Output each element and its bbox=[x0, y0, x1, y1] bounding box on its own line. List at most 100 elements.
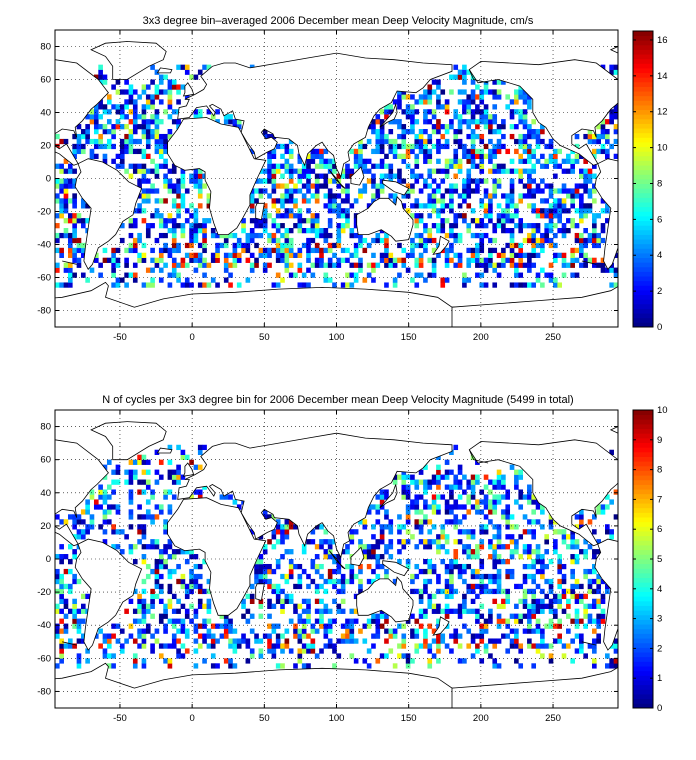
data-bin bbox=[145, 509, 151, 515]
data-bin bbox=[518, 173, 524, 179]
data-bin bbox=[119, 124, 125, 130]
data-bin bbox=[392, 119, 398, 125]
data-bin bbox=[353, 242, 359, 249]
data-bin bbox=[366, 272, 372, 278]
data-bin bbox=[371, 267, 376, 273]
data-bin bbox=[522, 158, 528, 164]
data-bin bbox=[72, 578, 77, 585]
data-bin bbox=[167, 178, 173, 184]
data-bin bbox=[466, 529, 472, 535]
data-bin bbox=[93, 504, 99, 510]
data-bin bbox=[397, 643, 402, 649]
data-bin bbox=[67, 247, 73, 254]
data-bin bbox=[466, 257, 472, 263]
data-bin bbox=[280, 588, 285, 595]
colorbar-swatch bbox=[633, 211, 653, 217]
coastline bbox=[382, 179, 410, 196]
data-bin bbox=[301, 623, 307, 629]
data-bin bbox=[375, 573, 381, 580]
data-bin bbox=[150, 79, 155, 85]
data-bin bbox=[275, 529, 281, 535]
data-bin bbox=[557, 529, 562, 535]
data-bin bbox=[154, 262, 160, 268]
data-bin bbox=[596, 504, 601, 510]
data-bin bbox=[72, 549, 77, 555]
data-bin bbox=[496, 544, 502, 550]
data-bin bbox=[323, 549, 329, 555]
colorbar-swatch bbox=[633, 285, 653, 291]
data-bin bbox=[531, 509, 537, 515]
data-bin bbox=[297, 578, 303, 585]
data-bin bbox=[293, 183, 298, 189]
data-bin bbox=[518, 474, 524, 480]
data-bin bbox=[557, 578, 562, 585]
data-bin bbox=[518, 193, 524, 199]
data-bin bbox=[128, 544, 134, 550]
data-bin bbox=[453, 479, 459, 485]
data-bin bbox=[423, 504, 428, 510]
data-bin bbox=[345, 163, 350, 169]
data-bin bbox=[427, 663, 433, 669]
coastline bbox=[156, 447, 173, 454]
data-bin bbox=[288, 208, 294, 214]
data-bin bbox=[128, 499, 134, 505]
data-bin bbox=[167, 663, 173, 669]
data-bin bbox=[314, 183, 320, 189]
data-bin bbox=[137, 237, 142, 244]
data-bin bbox=[405, 539, 411, 545]
data-bin bbox=[548, 242, 554, 249]
data-bin bbox=[496, 529, 502, 535]
data-bin bbox=[314, 242, 320, 249]
data-bin bbox=[527, 193, 532, 199]
data-bin bbox=[306, 218, 311, 224]
data-bin bbox=[600, 262, 606, 268]
data-bin bbox=[284, 578, 290, 585]
data-bin bbox=[522, 252, 528, 258]
data-bin bbox=[332, 262, 337, 268]
data-bin bbox=[145, 479, 151, 485]
data-bin bbox=[167, 573, 173, 580]
data-bin bbox=[527, 133, 532, 140]
data-bin bbox=[574, 613, 580, 619]
data-bin bbox=[605, 203, 610, 209]
data-bin bbox=[106, 138, 112, 145]
data-bin bbox=[280, 163, 285, 169]
data-bin bbox=[345, 188, 350, 194]
data-bin bbox=[531, 237, 537, 244]
colorbar-swatch bbox=[633, 49, 653, 55]
data-bin bbox=[535, 188, 541, 194]
data-bin bbox=[514, 613, 519, 619]
data-bin bbox=[570, 193, 575, 199]
data-bin bbox=[115, 479, 121, 485]
data-bin bbox=[102, 494, 108, 500]
coastline bbox=[468, 449, 489, 464]
data-bin bbox=[262, 208, 268, 214]
data-bin bbox=[206, 198, 212, 204]
data-bin bbox=[418, 598, 424, 604]
data-bin bbox=[249, 148, 255, 155]
data-bin bbox=[98, 114, 103, 120]
data-bin bbox=[323, 603, 329, 609]
data-bin bbox=[557, 568, 562, 575]
data-bin bbox=[154, 213, 160, 219]
data-bin bbox=[431, 208, 437, 214]
data-bin bbox=[245, 237, 251, 244]
data-bin bbox=[111, 653, 116, 659]
data-bin bbox=[553, 544, 558, 550]
data-bin bbox=[418, 218, 424, 224]
x-tick-label: 50 bbox=[259, 713, 270, 724]
data-bin bbox=[457, 568, 463, 575]
data-bin bbox=[492, 588, 498, 595]
data-bin bbox=[475, 104, 480, 110]
data-bin bbox=[401, 89, 407, 95]
data-bin bbox=[193, 573, 199, 580]
data-bin bbox=[80, 133, 86, 140]
data-bin bbox=[327, 539, 333, 545]
data-bin bbox=[301, 608, 307, 614]
data-bin bbox=[80, 143, 86, 150]
data-bin bbox=[137, 203, 142, 209]
data-bin bbox=[592, 218, 597, 224]
data-bin bbox=[327, 262, 333, 268]
data-bin bbox=[479, 539, 485, 545]
data-bin bbox=[457, 119, 463, 125]
